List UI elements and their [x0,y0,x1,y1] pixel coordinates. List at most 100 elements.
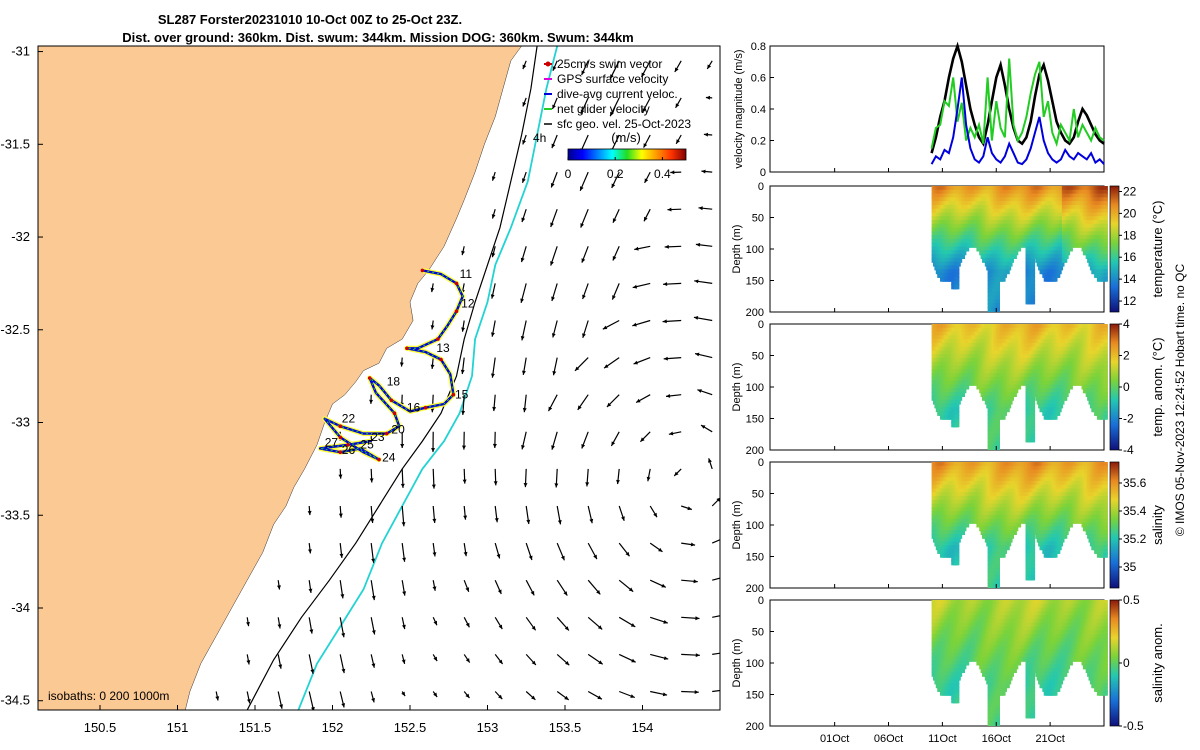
velocity-vector-head [589,518,594,524]
velocity-vector-head [551,333,556,338]
velocity-vector-head [552,104,556,109]
velocity-vector-head [432,552,437,557]
velocity-vector-head [400,483,405,488]
section-cell [955,422,960,428]
velocity-vector-head [431,484,436,489]
velocity-vector-head [402,591,407,596]
velocity-vector-head [670,170,675,175]
map-y-tick-label: -32.5 [0,322,30,337]
section-cell [1008,261,1013,267]
glider-track [317,267,466,463]
waypoint-label: 23 [371,430,385,444]
section-cell [1005,269,1010,275]
temperature-section-y-label: Depth (m) [731,225,743,274]
map-x-tick-label: 151.5 [239,720,272,735]
velocity-vector [712,615,720,618]
velocity-vector-head [399,362,404,367]
swim-vector-dot [338,435,343,440]
velocity-vector-head [646,476,651,482]
velocity-vector-head [308,549,312,554]
velocity-vector-head [497,589,502,594]
section-cell [965,246,970,252]
velocity-vector-head [581,70,586,75]
velocity-vector-head [339,553,344,558]
swim-vector-dot [451,392,456,397]
swim-vector-dot [338,424,343,429]
velocity-vector-head [498,694,503,700]
section-cell [996,299,1000,305]
velocity-vector-head [430,287,435,293]
velocity-vector-head [554,483,559,488]
map-y-tick-label: -34.5 [0,693,30,708]
map-frame [37,45,721,711]
velocity-vector-head [581,444,586,449]
velocity-vector-head [461,410,466,415]
legend-swim-dot [545,61,551,67]
track-net-velocity [320,269,464,461]
swim-vector-dot [367,376,372,380]
velocity-vector-head [550,183,555,188]
velocity-vector-head [674,67,679,72]
section-cell [1003,272,1007,278]
velocity-vector-head [552,66,557,71]
velocity-vector-head [520,298,524,303]
map-y-tick-label: -32 [11,229,30,244]
swim-vector-dot [405,346,409,351]
velocity-vector-head [523,483,528,488]
temperature-section-colorbar [1109,185,1120,313]
velocity-vector-head [341,703,346,708]
velocity-vector-head [494,518,499,523]
velocity-vector-head [401,659,406,664]
velocity-vector-head [278,664,283,669]
legend-net: net glider velocity [557,102,650,116]
velocity-vector-head [644,216,648,222]
velocity-vector-head [687,506,692,511]
section-cell [961,254,965,259]
velocity-vector-head [492,406,497,412]
velocity-vector-head [522,407,527,413]
velocity-vector-head [598,660,603,665]
velocity-vector-head [557,520,562,525]
velocity-vector-head [580,186,584,191]
velocity-vector-head [640,437,645,442]
velocity-vector-head [552,371,557,376]
velocity-vector-head [674,471,679,476]
temperature-section-colorbar-tick-label: 18 [1123,228,1137,242]
velocity-vector-head [309,629,314,634]
velocity-vector-head [462,479,467,484]
velocity-vector-head [726,650,730,654]
velocity-vector [711,539,720,544]
velocity-vector-head [401,691,406,697]
velocity-vector-head [662,319,667,324]
marker-4h-label: 4h [533,131,546,145]
velocity-vector-head [550,222,554,227]
waypoint-label: 25 [360,437,374,451]
velocity-vector-head [690,542,696,547]
velocity-vector-head [666,394,671,398]
velocity-vector-head [653,512,657,518]
section-cell [955,272,960,278]
velocity-vector-head [341,668,346,674]
velocity-y-tick-label: 0.2 [751,136,766,148]
velocity-vector-head [667,207,672,212]
waypoint-label: 16 [407,400,421,414]
velocity-vector-head [528,555,533,560]
velocity-vector-head [463,551,468,557]
velocity-vector-head [548,406,553,412]
velocity-vector-head [707,64,712,69]
velocity-vector-head [520,336,525,341]
velocity-vector-head [215,696,220,701]
velocity-vector-head [582,294,586,300]
section-cell [1031,437,1036,443]
map-x-tick-label: 152.5 [394,720,427,735]
title-line-1: SL287 Forster20231010 10-Oct 00Z to 25-O… [158,12,462,27]
temperature-section-y-tick-label: 200 [746,307,764,319]
velocity-vector-head [520,257,525,263]
isobath-label: isobaths: 0 200 1000m [48,689,169,703]
isobath-1000 [297,46,559,710]
velocity-vector-head [522,139,526,145]
velocity-series-line [930,58,1105,149]
swim-vector-dot [454,309,459,314]
velocity-vector-head [402,624,406,630]
